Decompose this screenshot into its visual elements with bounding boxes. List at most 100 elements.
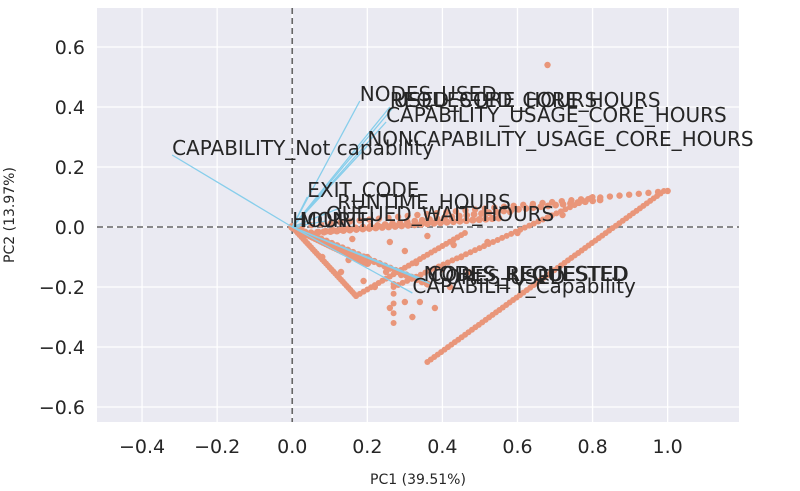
scatter-point	[443, 209, 450, 216]
scatter-point	[566, 204, 573, 211]
scatter-point	[346, 226, 354, 234]
scatter-point	[506, 208, 514, 216]
scatter-point	[539, 216, 546, 223]
scatter-point	[515, 205, 522, 213]
x-tick-label: −0.4	[119, 436, 165, 458]
scatter-point	[461, 230, 468, 236]
scatter-point	[465, 268, 472, 276]
scatter-point	[444, 259, 451, 266]
scatter-point	[409, 313, 416, 321]
scatter-point	[337, 219, 344, 226]
scatter-point	[514, 229, 521, 237]
scatter-point	[359, 225, 367, 233]
loading-label-used-core-hours: USED_CORE_HOURS	[394, 88, 598, 112]
scatter-point	[559, 200, 567, 208]
scatter-point	[446, 283, 454, 291]
loading-vector-noncapability-usage-core-hours	[291, 145, 368, 228]
loading-vector-cores-used	[291, 226, 432, 285]
y-tick-label: 0.0	[55, 217, 85, 239]
y-tick-label: 0.2	[55, 157, 85, 179]
loading-label-nodes-requested: NODES_REQUESTED	[424, 262, 628, 286]
scatter-point	[431, 304, 439, 312]
scatter-point	[508, 230, 515, 237]
scatter-point	[481, 205, 488, 212]
loading-label-noncapability-usage-core-hours: NONCAPABILITY_USAGE_CORE_HOURS	[367, 127, 753, 151]
loading-vector-queued-wait-hours	[292, 220, 327, 228]
scatter-point	[390, 310, 397, 317]
x-tick-label: 0.4	[427, 436, 457, 458]
scatter-point	[404, 212, 411, 220]
scatter-point	[553, 210, 560, 217]
scatter-point	[492, 208, 500, 216]
scatter-point	[319, 253, 326, 261]
loading-label-month: MONTH	[300, 208, 375, 232]
scatter-point	[365, 224, 373, 232]
x-tick-label: 0.2	[352, 436, 382, 458]
scatter-point	[467, 249, 474, 256]
loading-vector-runtime-hours	[291, 208, 338, 228]
scatter-point	[414, 211, 421, 219]
scatter-point	[394, 213, 402, 221]
scatter-point	[485, 209, 493, 217]
scatter-point	[390, 320, 397, 326]
scatter-point	[360, 277, 367, 285]
scatter-point	[580, 198, 587, 205]
scatter-point	[471, 247, 478, 254]
x-tick-labels: −0.4 −0.2 0.0 0.2 0.4 0.6 0.8 1.0	[119, 436, 683, 458]
scatter-point	[430, 219, 438, 227]
x-tick-label: 1.0	[653, 436, 683, 458]
scatter-point	[439, 265, 446, 273]
scatter-point	[399, 279, 406, 286]
y-tick-label: −0.6	[39, 397, 85, 419]
loading-label-nodes-used: NODES_USED	[360, 82, 497, 106]
y-tick-label: 0.6	[55, 37, 85, 59]
scatter-point	[530, 220, 537, 227]
scatter-point	[416, 298, 424, 306]
scatter-point	[526, 222, 533, 229]
scatter-point	[470, 210, 478, 218]
scatter-point	[390, 290, 397, 297]
scatter-point	[576, 200, 583, 207]
scatter-point	[635, 190, 642, 197]
scatter-point	[660, 188, 667, 194]
scatter-point	[535, 218, 542, 225]
x-axis-label: PC1 (39.51%)	[370, 472, 466, 488]
scatter-point	[417, 271, 424, 278]
scatter-point	[424, 232, 431, 240]
scatter-point	[495, 214, 503, 222]
loading-vector-nodes-used	[291, 100, 361, 228]
y-tick-label: 0.4	[55, 97, 85, 119]
scatter-point	[544, 61, 551, 69]
scatter-point	[616, 192, 623, 199]
scatter-point	[422, 269, 429, 276]
scatter-point	[404, 221, 412, 229]
scatter-point	[529, 202, 536, 210]
scatter-point	[397, 271, 405, 279]
scatter-point	[449, 257, 456, 264]
scatter-point	[385, 214, 392, 221]
loading-label-cores-used: CORES_USED	[431, 265, 565, 289]
loading-vectors	[171, 100, 432, 294]
y-axis-label: PC2 (13.97%)	[2, 167, 18, 263]
loading-vector-used-core-hours	[291, 106, 395, 228]
scatter-point	[349, 235, 356, 243]
scatter-point	[371, 283, 379, 291]
x-tick-label: 0.6	[502, 436, 532, 458]
scatter-point	[456, 217, 464, 225]
scatter-point	[548, 212, 555, 219]
loading-label-requested-core-hours: REQUESTED_CORE_HOURS	[390, 88, 661, 112]
loading-label-hour: HOUR	[292, 208, 351, 232]
scatter-point	[478, 210, 485, 217]
scatter-point	[386, 238, 394, 246]
scatter-point	[475, 215, 483, 224]
y-tick-label: −0.2	[39, 277, 85, 299]
scatter-point	[552, 201, 560, 209]
scatter-point	[625, 191, 633, 198]
scatter-point	[372, 224, 380, 232]
scatter-point	[436, 219, 445, 227]
scatter-point	[401, 247, 409, 255]
scatter-point	[410, 221, 419, 229]
y-tick-labels: −0.6 −0.4 −0.2 0.0 0.2 0.4 0.6	[39, 37, 85, 419]
scatter-point	[589, 194, 596, 200]
scatter-point	[499, 234, 506, 241]
